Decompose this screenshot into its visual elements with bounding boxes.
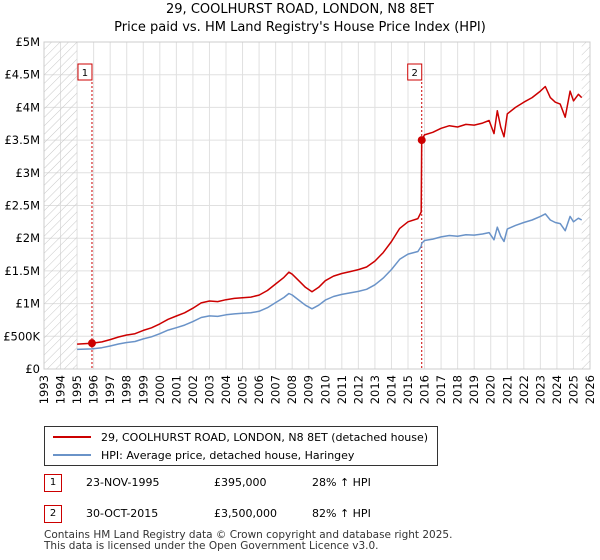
- y-tick-label: £5M: [15, 35, 40, 49]
- chart-subtitle: Price paid vs. HM Land Registry's House …: [114, 20, 486, 35]
- transaction-hpi-change: 82% ↑ HPI: [312, 507, 371, 520]
- x-tick-label: 2013: [368, 375, 382, 404]
- x-tick-label: 1994: [54, 375, 68, 404]
- x-tick-label: 2018: [451, 375, 465, 404]
- x-tick-label: 2009: [302, 375, 316, 404]
- sale-marker-label: 1: [82, 68, 88, 79]
- sale-point: [417, 136, 426, 145]
- legend: 29, COOLHURST ROAD, LONDON, N8 8ET (deta…: [44, 426, 438, 466]
- x-tick-label: 2003: [202, 375, 216, 404]
- x-tick-label: 2024: [550, 375, 564, 404]
- x-tick-label: 2008: [285, 375, 299, 404]
- transaction-date: 23-NOV-1995: [86, 476, 160, 489]
- x-tick-label: 2011: [335, 375, 349, 404]
- x-tick-label: 1999: [136, 375, 150, 404]
- sale-point: [87, 339, 96, 348]
- x-tick-label: 1997: [103, 375, 117, 404]
- x-tick-label: 2020: [484, 375, 498, 404]
- y-tick-label: £1M: [15, 297, 40, 311]
- x-tick-label: 2002: [186, 375, 200, 404]
- x-tick-label: 2010: [318, 375, 332, 404]
- transaction-price: £395,000: [214, 476, 267, 489]
- transaction-marker-badge: 1: [44, 474, 62, 492]
- footer: Contains HM Land Registry data © Crown c…: [44, 530, 452, 552]
- x-tick-label: 2004: [219, 375, 233, 404]
- x-tick-label: 2000: [153, 375, 167, 404]
- x-tick-label: 2007: [269, 375, 283, 404]
- sale-marker-box: [77, 63, 93, 81]
- y-tick-label: £2M: [15, 231, 40, 245]
- price-chart: £0 £500K £1M £1.5M £2M £2.5M £3M £3.5M £4M £4.5M £…: [3, 35, 597, 404]
- x-tick-label: 2023: [533, 375, 547, 404]
- x-tick-label: 2014: [384, 375, 398, 404]
- transaction-hpi-change: 28% ↑ HPI: [312, 476, 371, 489]
- y-tick-label: £0: [25, 362, 40, 376]
- y-tick-label: £1.5M: [4, 264, 40, 278]
- legend-item-property: 29, COOLHURST ROAD, LONDON, N8 8ET (deta…: [53, 429, 428, 445]
- x-tick-label: 2016: [418, 375, 432, 404]
- y-tick-label: £3.5M: [4, 133, 40, 147]
- y-tick-label: £4.5M: [4, 68, 40, 82]
- hpi-line-swatch: [53, 454, 91, 456]
- x-tick-label: 2021: [500, 375, 514, 404]
- y-tick-label: £4M: [15, 100, 40, 114]
- transaction-price: £3,500,000: [214, 507, 277, 520]
- x-tick-label: 2019: [467, 375, 481, 404]
- legend-hpi-label: HPI: Average price, detached house, Hari…: [101, 448, 355, 462]
- y-tick-label: £2.5M: [4, 199, 40, 213]
- x-tick-label: 1995: [70, 375, 84, 404]
- no-data-region-end: [581, 42, 590, 369]
- hpi-line: [77, 213, 583, 351]
- no-data-region-start: [44, 42, 78, 369]
- plot-border: [43, 41, 591, 370]
- x-tick-label: 2022: [517, 375, 531, 404]
- x-tick-label: 2006: [252, 375, 266, 404]
- legend-property-label: 29, COOLHURST ROAD, LONDON, N8 8ET (deta…: [101, 430, 429, 444]
- x-tick-label: 1998: [120, 375, 134, 404]
- x-tick-label: 1993: [37, 375, 51, 404]
- x-tick-label: 2001: [169, 375, 183, 404]
- legend-item-hpi: HPI: Average price, detached house, Hari…: [53, 447, 354, 463]
- transaction-marker-badge: 2: [44, 505, 62, 523]
- sale-marker-label: 2: [412, 68, 418, 79]
- x-tick-label: 2012: [351, 375, 365, 404]
- sale-marker-box: [407, 63, 423, 81]
- footer-copyright: Contains HM Land Registry data © Crown c…: [44, 529, 453, 541]
- x-tick-label: 2005: [236, 375, 250, 404]
- x-tick-label: 1996: [87, 375, 101, 404]
- property-line-swatch: [53, 436, 91, 438]
- x-tick-label: 2025: [566, 375, 580, 404]
- y-tick-label: £500K: [3, 329, 40, 343]
- transaction-date: 30-OCT-2015: [86, 507, 159, 520]
- chart-title: 29, COOLHURST ROAD, LONDON, N8 8ET: [166, 2, 434, 17]
- y-tick-label: £3M: [15, 166, 40, 180]
- footer-license: This data is licensed under the Open Gov…: [44, 540, 379, 552]
- property-price-line: [77, 85, 583, 345]
- x-tick-label: 2015: [401, 375, 415, 404]
- x-tick-label: 2017: [434, 375, 448, 404]
- x-tick-label: 2026: [583, 375, 597, 404]
